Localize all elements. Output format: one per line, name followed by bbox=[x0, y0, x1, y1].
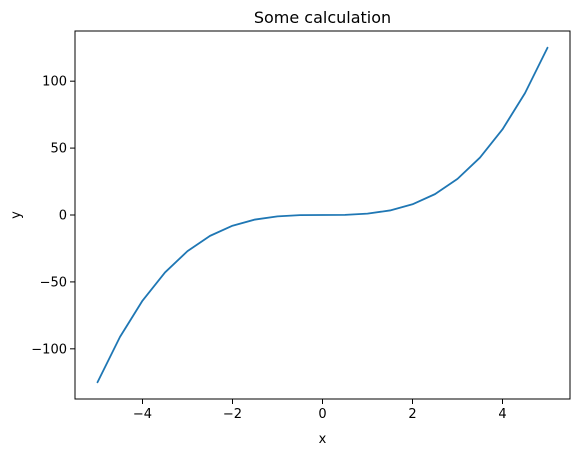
x-tick-label: −2 bbox=[223, 407, 242, 422]
x-axis-ticks: −4 −2 0 2 4 bbox=[133, 399, 507, 422]
x-tick-label: 0 bbox=[318, 407, 326, 422]
chart-title: Some calculation bbox=[254, 8, 391, 27]
y-axis-ticks: −100 −50 0 50 100 bbox=[31, 75, 75, 357]
plot-frame bbox=[74, 30, 571, 400]
series-group bbox=[96, 46, 549, 384]
x-tick-label: 4 bbox=[498, 407, 506, 422]
y-tick-label: −50 bbox=[40, 275, 67, 290]
y-tick-label: 50 bbox=[50, 142, 67, 157]
y-tick-label: 100 bbox=[42, 75, 67, 90]
y-axis-label: y bbox=[9, 211, 24, 219]
x-tick-label: 2 bbox=[408, 407, 416, 422]
x-tick-label: −4 bbox=[133, 407, 152, 422]
x-axis-label: x bbox=[319, 432, 327, 447]
y-tick-label: −100 bbox=[31, 342, 67, 357]
y-tick-label: 0 bbox=[59, 209, 67, 224]
series-line bbox=[96, 46, 549, 384]
